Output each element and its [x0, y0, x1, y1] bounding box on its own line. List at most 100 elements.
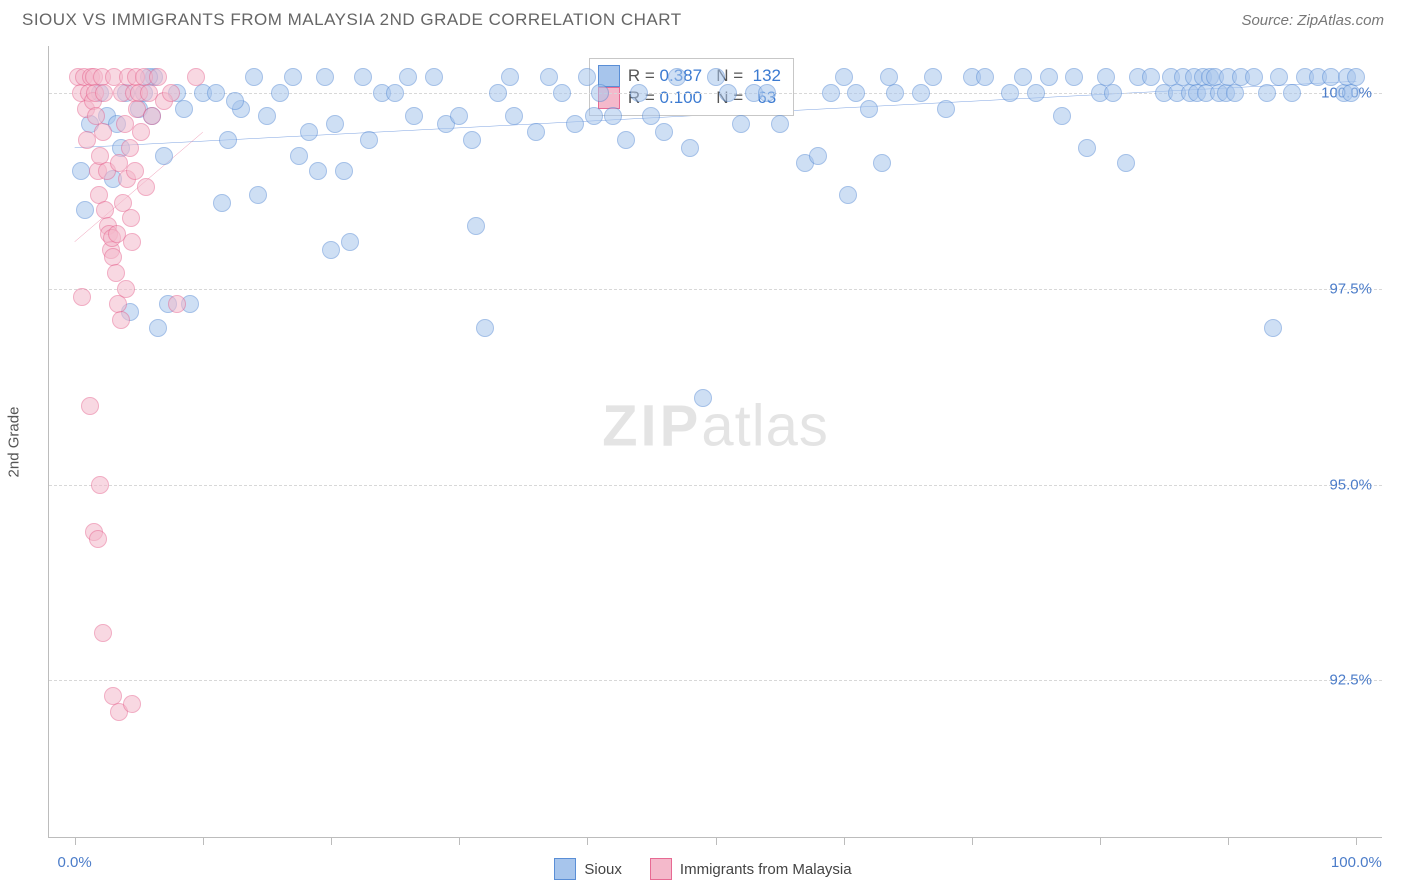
source-credit: Source: ZipAtlas.com: [1241, 12, 1384, 29]
scatter-point: [604, 107, 622, 125]
scatter-point: [258, 107, 276, 125]
scatter-point: [1342, 84, 1360, 102]
watermark-text: ZIPatlas: [602, 392, 829, 459]
scatter-point: [137, 178, 155, 196]
scatter-point: [155, 147, 173, 165]
plot-area: 2nd Grade ZIPatlas R = 0.387 N = 132R = …: [48, 46, 1382, 838]
x-tick-mark: [203, 837, 204, 845]
scatter-point: [924, 68, 942, 86]
scatter-point: [668, 68, 686, 86]
scatter-point: [873, 154, 891, 172]
scatter-point: [501, 68, 519, 86]
scatter-point: [1040, 68, 1058, 86]
scatter-point: [1264, 319, 1282, 337]
scatter-point: [707, 68, 725, 86]
gridline: [49, 289, 1382, 290]
gridline: [49, 680, 1382, 681]
x-tick-mark: [75, 837, 76, 845]
scatter-point: [425, 68, 443, 86]
scatter-point: [1347, 68, 1365, 86]
scatter-point: [94, 123, 112, 141]
scatter-point: [1258, 84, 1276, 102]
scatter-point: [617, 131, 635, 149]
scatter-point: [578, 68, 596, 86]
scatter-point: [72, 162, 90, 180]
scatter-point: [309, 162, 327, 180]
watermark-bold: ZIP: [602, 393, 701, 458]
scatter-point: [1226, 84, 1244, 102]
legend-swatch: [554, 858, 576, 880]
scatter-point: [566, 115, 584, 133]
scatter-point: [112, 311, 130, 329]
scatter-point: [1014, 68, 1032, 86]
scatter-point: [399, 68, 417, 86]
scatter-point: [1283, 84, 1301, 102]
scatter-point: [245, 68, 263, 86]
scatter-point: [123, 233, 141, 251]
scatter-point: [300, 123, 318, 141]
scatter-point: [249, 186, 267, 204]
y-tick-label: 92.5%: [1329, 672, 1382, 689]
scatter-point: [886, 84, 904, 102]
scatter-point: [758, 84, 776, 102]
trend-lines-svg: [49, 46, 1382, 837]
scatter-point: [1065, 68, 1083, 86]
scatter-point: [463, 131, 481, 149]
scatter-point: [527, 123, 545, 141]
scatter-point: [149, 319, 167, 337]
scatter-point: [121, 139, 139, 157]
scatter-point: [126, 162, 144, 180]
scatter-point: [76, 201, 94, 219]
scatter-point: [809, 147, 827, 165]
scatter-point: [81, 397, 99, 415]
legend-item: Sioux: [554, 858, 622, 880]
scatter-point: [168, 295, 186, 313]
scatter-point: [335, 162, 353, 180]
scatter-point: [162, 84, 180, 102]
y-axis-label: 2nd Grade: [6, 407, 23, 478]
scatter-point: [354, 68, 372, 86]
scatter-point: [386, 84, 404, 102]
scatter-point: [116, 115, 134, 133]
scatter-point: [1104, 84, 1122, 102]
scatter-point: [467, 217, 485, 235]
scatter-point: [835, 68, 853, 86]
scatter-point: [149, 68, 167, 86]
plot-canvas: ZIPatlas R = 0.387 N = 132R = 0.100 N = …: [48, 46, 1382, 838]
y-tick-label: 97.5%: [1329, 280, 1382, 297]
scatter-point: [694, 389, 712, 407]
scatter-point: [1270, 68, 1288, 86]
scatter-point: [847, 84, 865, 102]
scatter-point: [219, 131, 237, 149]
x-tick-mark: [459, 837, 460, 845]
scatter-point: [123, 695, 141, 713]
scatter-point: [1117, 154, 1135, 172]
x-tick-mark: [844, 837, 845, 845]
scatter-point: [341, 233, 359, 251]
scatter-point: [89, 530, 107, 548]
scatter-point: [187, 68, 205, 86]
scatter-point: [1053, 107, 1071, 125]
x-tick-mark: [587, 837, 588, 845]
stats-text: R = 0.387 N = 132: [628, 66, 781, 86]
chart-title: SIOUX VS IMMIGRANTS FROM MALAYSIA 2ND GR…: [22, 10, 682, 30]
scatter-point: [326, 115, 344, 133]
scatter-point: [1001, 84, 1019, 102]
legend-item: Immigrants from Malaysia: [650, 858, 852, 880]
scatter-point: [655, 123, 673, 141]
scatter-point: [1142, 68, 1160, 86]
legend-swatch: [650, 858, 672, 880]
bottom-legend: Sioux Immigrants from Malaysia: [0, 858, 1406, 880]
scatter-point: [405, 107, 423, 125]
scatter-point: [73, 288, 91, 306]
y-tick-label: 95.0%: [1329, 476, 1382, 493]
scatter-point: [271, 84, 289, 102]
scatter-point: [476, 319, 494, 337]
scatter-point: [213, 194, 231, 212]
scatter-point: [1078, 139, 1096, 157]
scatter-point: [732, 115, 750, 133]
header: SIOUX VS IMMIGRANTS FROM MALAYSIA 2ND GR…: [0, 0, 1406, 36]
scatter-point: [630, 84, 648, 102]
x-tick-mark: [1228, 837, 1229, 845]
scatter-point: [937, 100, 955, 118]
